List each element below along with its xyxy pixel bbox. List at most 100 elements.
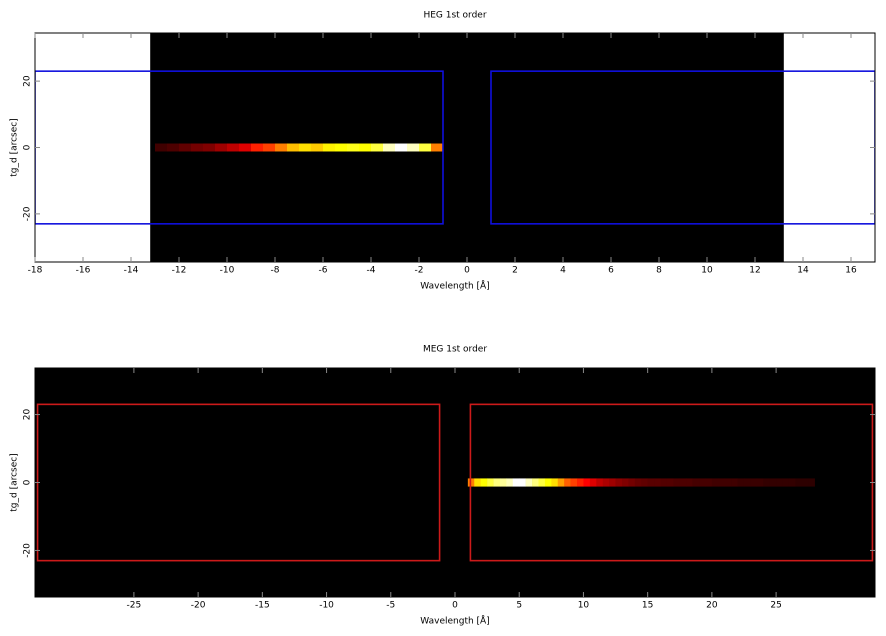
- y-axis-label: tg_d [arcsec]: [10, 118, 20, 176]
- heat-cell: [756, 478, 764, 487]
- x-tick-label: -14: [124, 266, 139, 276]
- x-tick-label: 2: [512, 266, 518, 276]
- heat-cell: [359, 143, 372, 152]
- heat-cell: [692, 478, 700, 487]
- y-tick-label: -20: [23, 543, 33, 558]
- heat-cell: [519, 478, 526, 487]
- heat-cell: [666, 478, 674, 487]
- heat-cell: [499, 478, 507, 487]
- x-tick-label: -20: [191, 601, 206, 611]
- heat-cell: [776, 478, 783, 487]
- heat-cell: [679, 478, 687, 487]
- heat-cell: [711, 478, 719, 487]
- heat-cell: [532, 478, 539, 487]
- heat-cell: [480, 478, 488, 487]
- x-tick-label: -4: [367, 266, 376, 276]
- heat-cell: [538, 478, 546, 487]
- heat-cell: [395, 143, 408, 152]
- x-tick-label: -18: [28, 266, 43, 276]
- x-tick-label: 15: [642, 601, 653, 611]
- y-tick-label: 0: [23, 144, 33, 150]
- heat-cell: [493, 478, 501, 487]
- x-tick-label: 25: [770, 601, 781, 611]
- heat-cell: [564, 478, 571, 487]
- heat-cell: [782, 478, 790, 487]
- plot-area: [35, 33, 875, 262]
- heat-cell: [287, 143, 300, 152]
- heat-cell: [750, 478, 758, 487]
- x-tick-label: -12: [172, 266, 187, 276]
- heat-cell: [407, 143, 420, 152]
- x-tick-label: -25: [127, 601, 142, 611]
- heat-cell: [551, 478, 559, 487]
- heat-cell: [801, 478, 809, 487]
- heat-cell: [673, 478, 681, 487]
- heat-cell: [371, 143, 384, 152]
- heat-cell: [263, 143, 276, 152]
- heat-cell: [602, 478, 610, 487]
- x-tick-label: -5: [386, 601, 395, 611]
- heat-cell: [179, 143, 192, 152]
- heat-cell: [275, 143, 288, 152]
- y-tick-label: 20: [23, 409, 33, 421]
- heat-cell: [203, 143, 216, 152]
- heat-cell: [474, 478, 481, 487]
- heat-cell: [788, 478, 796, 487]
- heat-cell: [763, 478, 770, 487]
- heat-cell: [615, 478, 623, 487]
- heat-cell: [731, 478, 738, 487]
- heat-cell: [383, 143, 396, 152]
- y-tick-label: -20: [23, 206, 33, 221]
- x-tick-label: 8: [656, 266, 662, 276]
- x-tick-label: -15: [255, 601, 270, 611]
- chart-title: HEG 1st order: [423, 11, 486, 21]
- heat-cell: [215, 143, 228, 152]
- plot-area: [35, 368, 875, 597]
- heat-cell: [699, 478, 706, 487]
- heat-cell: [167, 143, 180, 152]
- x-tick-label: 20: [706, 601, 718, 611]
- heat-cell: [596, 478, 604, 487]
- heat-cell: [251, 143, 264, 152]
- heat-cell: [311, 143, 324, 152]
- heat-cell: [347, 143, 360, 152]
- heat-cell: [487, 478, 494, 487]
- heat-cell: [323, 143, 336, 152]
- region-box: [35, 70, 444, 225]
- heat-cell: [724, 478, 732, 487]
- heat-cell: [583, 478, 591, 487]
- x-tick-label: 16: [845, 266, 857, 276]
- x-tick-label: -10: [220, 266, 235, 276]
- x-tick-label: -16: [76, 266, 91, 276]
- x-tick-label: 12: [749, 266, 760, 276]
- heat-cell: [557, 478, 565, 487]
- heat-cell: [634, 478, 642, 487]
- x-axis-label: Wavelength [Å]: [420, 615, 489, 627]
- heat-cell: [191, 143, 204, 152]
- heat-cell: [299, 143, 312, 152]
- x-tick-label: 4: [560, 266, 566, 276]
- heat-cell: [431, 143, 444, 152]
- heat-cell: [335, 143, 348, 152]
- y-tick-label: 20: [23, 75, 33, 87]
- x-axis-label: Wavelength [Å]: [420, 280, 489, 292]
- region-box: [490, 70, 875, 225]
- heat-cell: [628, 478, 636, 487]
- y-axis-label: tg_d [arcsec]: [10, 453, 20, 511]
- heat-cell: [654, 478, 661, 487]
- heat-cell: [795, 478, 803, 487]
- heat-cell: [621, 478, 629, 487]
- heat-cell: [609, 478, 616, 487]
- heat-cell: [239, 143, 252, 152]
- heat-cell: [718, 478, 726, 487]
- heat-cell: [512, 478, 520, 487]
- heat-cell: [660, 478, 668, 487]
- heat-cell: [227, 143, 240, 152]
- x-tick-label: 10: [701, 266, 713, 276]
- x-tick-label: 0: [452, 601, 458, 611]
- x-tick-label: 0: [464, 266, 470, 276]
- heat-cell: [769, 478, 777, 487]
- x-tick-label: 10: [578, 601, 590, 611]
- heat-cell: [641, 478, 648, 487]
